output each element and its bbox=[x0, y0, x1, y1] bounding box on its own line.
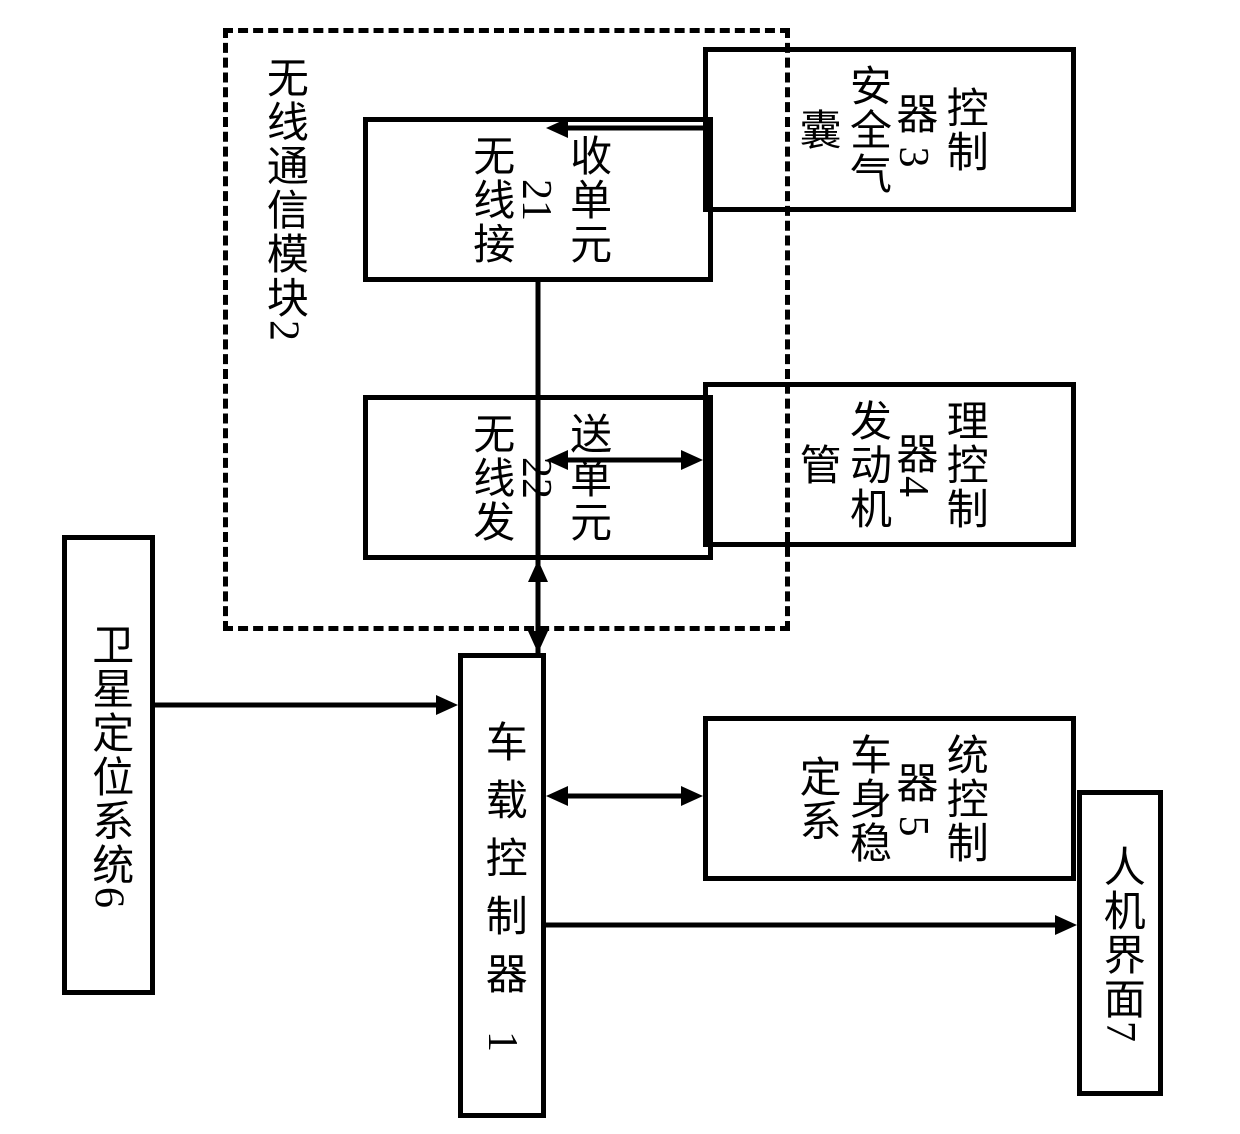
node-wireless-transmitter: 无线发 送单元22 bbox=[363, 395, 713, 560]
node-label: 卫星定位系统6 bbox=[83, 623, 133, 908]
node-label: 无线发 bbox=[464, 412, 514, 544]
node-label: 发动机管 bbox=[791, 387, 892, 542]
node-wireless-module-label: 无线通信模块2 bbox=[258, 56, 308, 352]
node-label: 车身稳定系 bbox=[791, 721, 892, 876]
node-engine-controller: 发动机管 理控制器4 bbox=[703, 382, 1076, 547]
node-label: 理控制器4 bbox=[888, 387, 989, 542]
node-label: 无线接 bbox=[464, 134, 514, 266]
node-esp-controller: 车身稳定系 统控制器 5 bbox=[703, 716, 1076, 881]
node-label: 安全气囊 bbox=[791, 52, 892, 207]
node-satellite-positioning: 卫星定位系统6 bbox=[62, 535, 155, 995]
node-wireless-receiver: 无线接 收单元21 bbox=[363, 117, 713, 282]
node-label: 控制器 3 bbox=[888, 52, 989, 207]
node-label: 统控制器 5 bbox=[888, 721, 989, 876]
node-label: 车载控制器 1 bbox=[477, 720, 527, 1052]
node-label: 人机界面7 bbox=[1095, 845, 1145, 1042]
node-onboard-controller: 车载控制器 1 bbox=[458, 653, 546, 1118]
node-hmi: 人机界面7 bbox=[1077, 790, 1163, 1096]
node-airbag-controller: 安全气囊 控制器 3 bbox=[703, 47, 1076, 212]
node-label: 收单元21 bbox=[511, 122, 612, 277]
node-label: 送单元22 bbox=[511, 400, 612, 555]
